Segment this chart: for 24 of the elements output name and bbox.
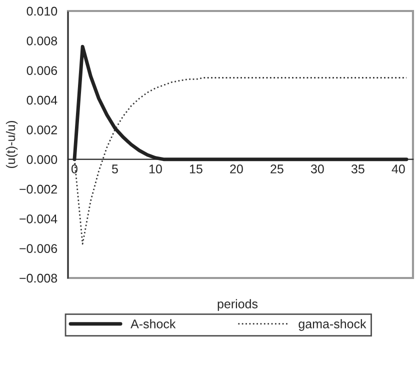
y-tick-label: 0.010 — [26, 6, 58, 16]
x-tick-label: 5 — [112, 164, 118, 174]
y-axis-title: (u(t)-u/u) — [6, 120, 18, 168]
x-tick-label: 20 — [230, 164, 243, 174]
y-tick-label: −0.006 — [20, 244, 58, 253]
y-tick-label: 0.004 — [26, 96, 58, 105]
x-tick-label: 35 — [351, 164, 364, 174]
x-tick-label: 15 — [190, 164, 202, 174]
x-tick-label: 40 — [392, 164, 405, 174]
x-axis-title: periods — [218, 299, 258, 311]
line-series — [74, 77, 408, 245]
y-tick-label: −0.002 — [20, 184, 57, 194]
y-tick-label: 0.002 — [26, 125, 57, 134]
y-tick-label: −0.008 — [20, 274, 58, 283]
x-tick-label: 10 — [149, 164, 162, 174]
x-tick-label: 30 — [310, 164, 324, 174]
x-tick-label: 0 — [71, 164, 78, 174]
legend-label: gama-shock — [298, 319, 366, 331]
y-tick-label: 0.000 — [26, 155, 58, 164]
y-tick-label: 0.006 — [26, 66, 58, 75]
y-tick-label: 0.008 — [26, 36, 58, 46]
legend-label: A-shock — [130, 319, 176, 328]
x-tick-label: 25 — [270, 164, 284, 174]
y-tick-label: −0.004 — [20, 214, 58, 224]
